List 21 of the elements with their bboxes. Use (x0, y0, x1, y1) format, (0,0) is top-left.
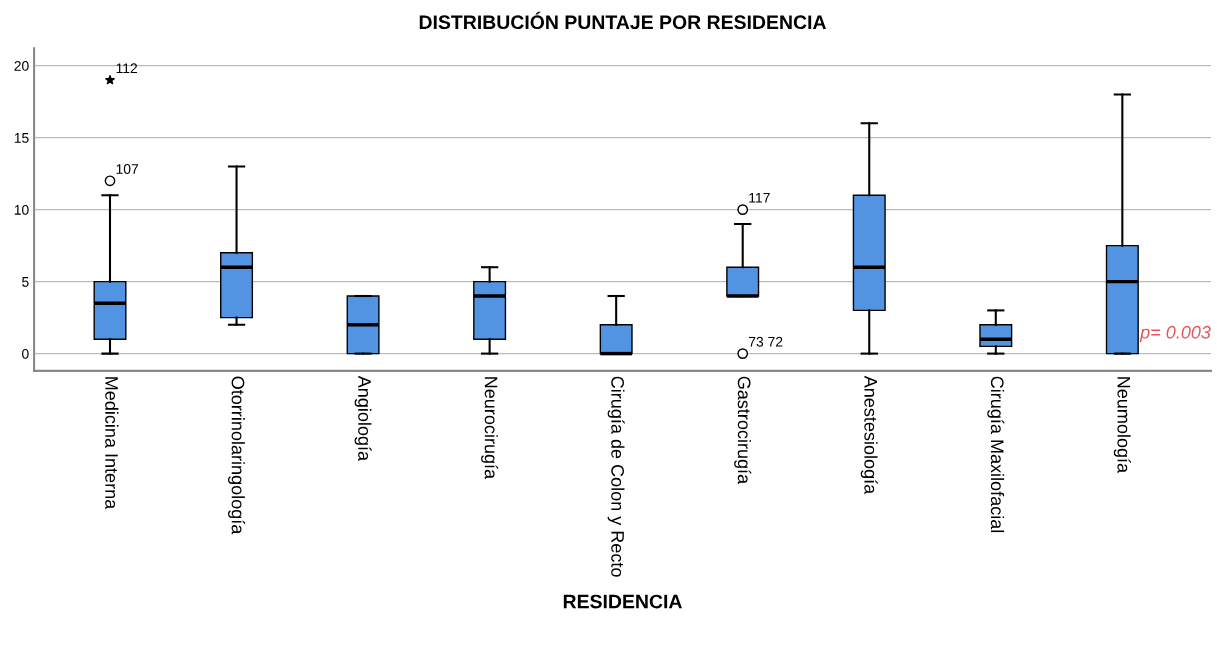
annotation: 117 (749, 193, 770, 203)
y-tick-label: 20 (14, 60, 29, 71)
y-tick-label: 5 (22, 277, 29, 287)
x-tick-label: Medicina Interna (105, 377, 119, 510)
x-tick-label: Neumología (1113, 377, 1131, 474)
y-tick-label: 0 (22, 348, 29, 359)
x-tick-label: Otorrinolaringología (228, 376, 246, 535)
annotation: 112 (116, 63, 138, 73)
x-tick-label: Anestesiología (860, 375, 878, 495)
x-tick-label: Cirugía de Colon y Recto (607, 376, 625, 577)
y-tick-label: 15 (14, 133, 29, 143)
annotation: p= 0.003 (1139, 325, 1211, 343)
x-axis-title: RESIDENCIA (563, 594, 682, 609)
x-tick-label: Gastrocirugía (734, 376, 752, 485)
annotation: 107 (116, 164, 139, 174)
chart-title: DISTRIBUCIÓN PUNTAJE POR RESIDENCIA (419, 11, 826, 30)
y-tick-label: 10 (14, 204, 29, 215)
x-tick-label: Angiología (354, 375, 372, 462)
x-tick-label: Cirugía Maxilofacial (987, 376, 1005, 533)
annotation: 73 72 (748, 336, 783, 347)
x-tick-label: Neurocirugía (481, 377, 499, 480)
